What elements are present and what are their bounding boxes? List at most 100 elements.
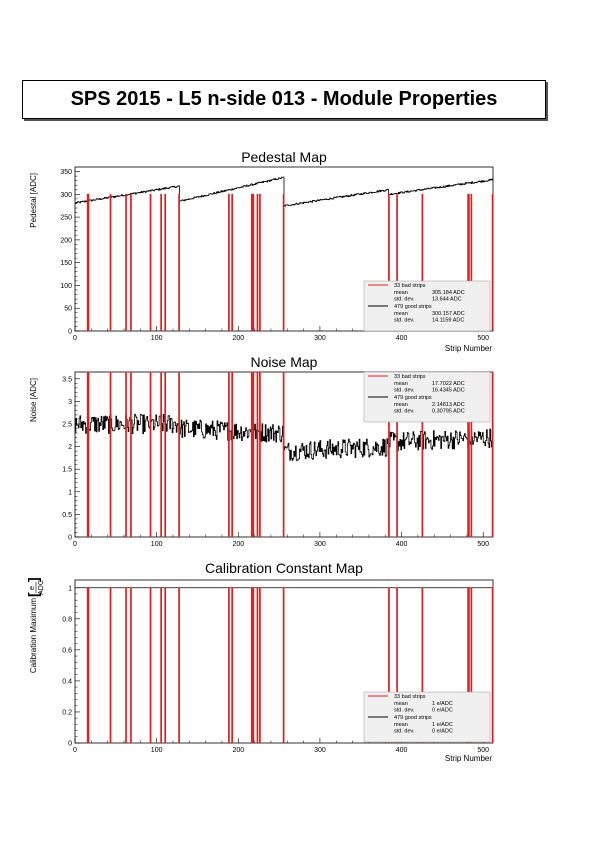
bad-strip-mark [470,587,473,743]
bracket-left: [ [25,592,41,597]
legend-stat-value: 0.30795 ADC [432,409,465,415]
y-axis-label: Pedestal [ADC] [29,173,38,228]
bad-strip-mark [164,587,167,743]
bad-strip-mark [109,587,112,743]
x-tick-label: 500 [477,747,489,754]
legend-stat-value: 13.644 ADC [432,297,462,303]
y-tick-label: 100 [60,283,72,290]
legend-stat-value: 0 e/ADC [432,729,453,735]
legend-stat-value: 305.184 ADC [432,290,465,296]
bad-strip-mark [491,371,494,537]
bad-strip-mark [256,587,259,743]
legend-stat-label: mean [394,402,408,408]
bad-strip-mark [396,587,398,743]
x-tick-label: 100 [151,335,163,342]
x-tick-label: 500 [477,541,489,548]
x-tick-label: 0 [73,541,77,548]
x-tick-label: 300 [314,335,326,342]
bad-strip-mark [125,371,127,537]
y-tick-label: 0.4 [62,678,72,685]
x-tick-label: 0 [73,747,77,754]
legend: 33 bad strips mean 17.7022 ADC std. dev. 16.… [363,371,491,423]
bad-strip-mark [421,587,424,743]
bad-strip-mark [259,193,261,331]
bad-strip-mark [178,371,180,537]
legend-entry: 479 good strips [394,304,432,310]
legend-stat-label: std. dev. [394,409,415,415]
legend-stat-label: std. dev. [394,388,415,394]
y-tick-label: 200 [60,237,72,244]
chart-title: Calibration Constant Map [205,560,363,576]
bad-strip-mark [282,193,285,331]
y-tick-label: 2.5 [62,421,72,428]
unit-numerator: e [29,586,36,590]
bad-strip-mark [149,193,152,331]
y-tick-label: 0.5 [62,512,72,519]
x-tick-label: 400 [396,747,408,754]
bad-strip-mark [125,587,127,743]
bad-strip-mark [87,193,90,331]
bad-strip-mark [130,371,132,537]
y-tick-label: 150 [60,260,72,267]
legend-entry: 479 good strips [394,715,432,721]
page-title: SPS 2015 - L5 n-side 013 - Module Proper… [22,80,546,119]
panel-1: Pedestal Map 0 50 100 150 200 250 300 350 0 100 200… [29,149,494,353]
legend-stat-value: 17.7022 ADC [432,381,465,387]
legend-stat-label: std. dev. [394,708,415,714]
bad-strip-mark [250,193,253,331]
legend-stat-value: 2.14813 ADC [432,402,465,408]
x-tick-label: 300 [314,747,326,754]
x-tick-label: 200 [232,747,244,754]
bad-strip-mark [252,193,255,331]
y-tick-label: 1 [68,489,72,496]
bad-strip-mark [259,587,261,743]
bad-strip-mark [178,193,180,331]
legend-stat-label: mean [394,290,408,296]
bad-strip-mark [468,193,470,331]
legend-entry: 33 bad strips [394,283,426,289]
y-tick-label: 350 [60,169,72,176]
y-tick-label: 1.5 [62,467,72,474]
y-tick-label: 1 [68,585,72,592]
bad-strip-mark [149,587,152,743]
bad-strip-mark [149,371,152,537]
bad-strip-mark [109,193,112,331]
chart-title: Noise Map [251,354,318,370]
legend-stat-value: 16.4345 ADC [432,388,465,394]
x-axis-label: Strip Number [445,344,492,353]
y-axis-label: Calibration Maximum [29,598,38,673]
bad-strip-mark [491,587,494,743]
bad-strip-mark [228,371,230,537]
bad-strip-mark [164,193,167,331]
bad-strip-mark [491,193,494,331]
y-tick-label: 0.6 [62,647,72,654]
y-tick-label: 300 [60,192,72,199]
y-tick-label: 0 [68,535,72,542]
panel-2: Noise Map 0 0.5 1 1.5 2 2.5 3 3.5 0 100 200 300 400 50… [29,354,494,548]
bad-strip-mark [160,371,162,537]
bad-strip-mark [256,193,259,331]
bad-strip-mark [125,193,127,331]
bad-strip-mark [468,587,470,743]
bad-strip-mark [388,193,390,331]
bad-strip-mark [421,193,424,331]
bad-strip-mark [87,371,90,537]
y-tick-label: 0 [68,741,72,748]
bad-strip-mark [252,371,255,537]
y-axis-label: Noise [ADC] [29,378,38,422]
x-tick-label: 400 [396,541,408,548]
legend-stat-value: 300.157 ADC [432,311,465,317]
legend-stat-label: mean [394,722,408,728]
legend-stat-value: 1 e/ADC [432,701,453,707]
legend-stat-label: mean [394,701,408,707]
bad-strip-mark [130,193,132,331]
legend-entry: 33 bad strips [394,374,426,380]
y-tick-label: 0.8 [62,616,72,623]
x-tick-label: 500 [477,335,489,342]
bad-strip-mark [231,371,234,537]
bad-strip-mark [231,193,234,331]
y-tick-label: 0.2 [62,709,72,716]
